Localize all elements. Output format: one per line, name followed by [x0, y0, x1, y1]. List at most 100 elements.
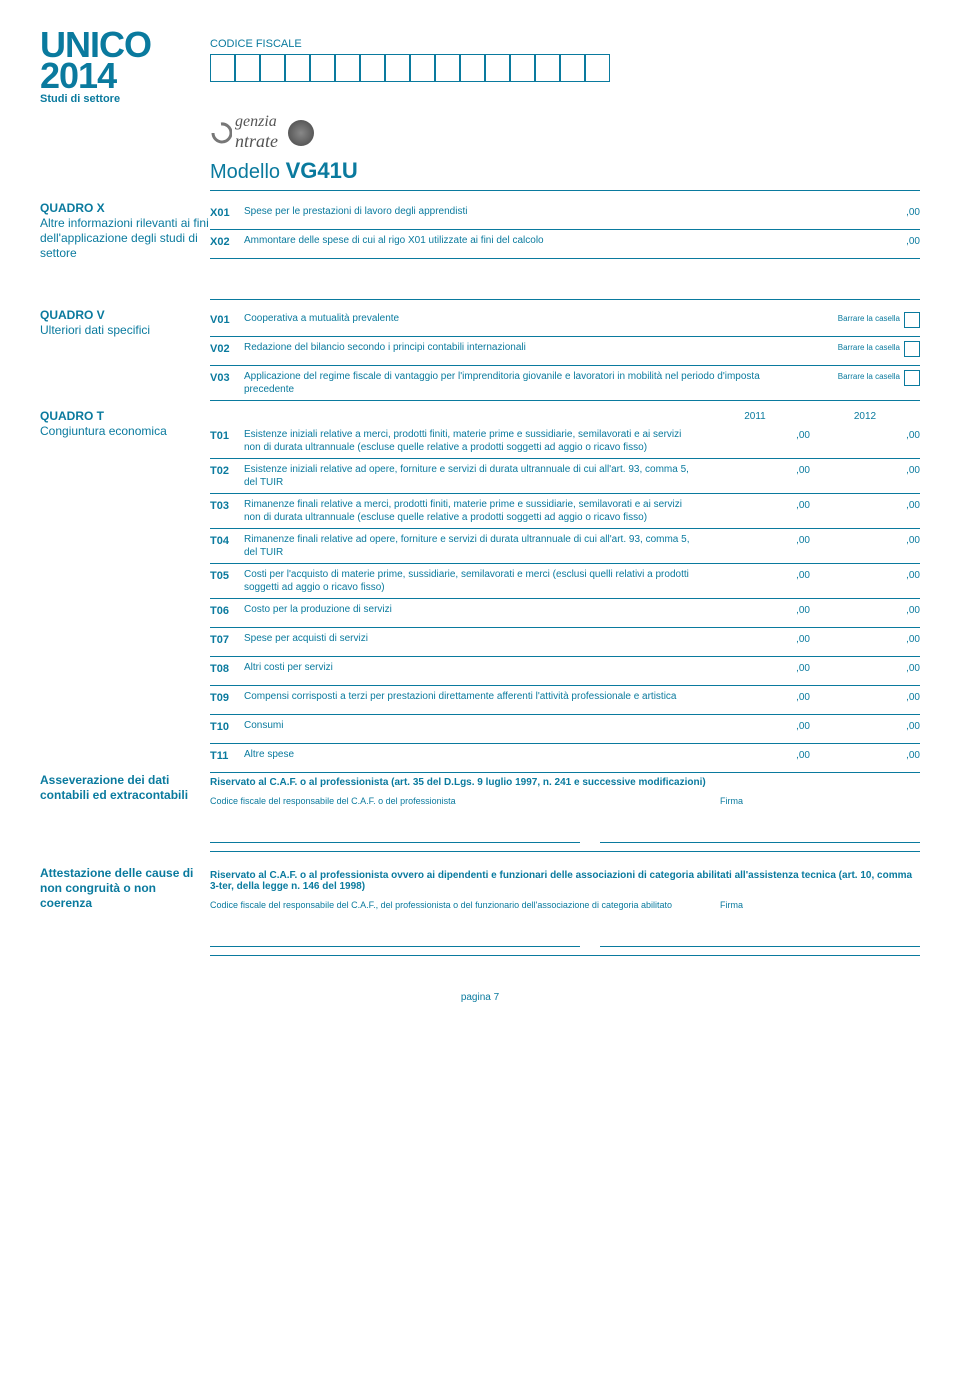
riservato-text: Riservato al C.A.F. o al professionista … [210, 866, 920, 896]
row-value-2011[interactable]: ,00 [700, 428, 810, 441]
row-value-2011[interactable]: ,00 [700, 533, 810, 546]
quadro-t: QUADRO T Congiuntura economica 2011 2012… [40, 409, 920, 773]
row-t10: T10Consumi,00,00 [210, 715, 920, 744]
asseverazione: Asseverazione dei dati contabili ed extr… [40, 773, 920, 858]
cf-box[interactable] [485, 54, 510, 82]
cf-box[interactable] [310, 54, 335, 82]
cf-box[interactable] [235, 54, 260, 82]
codice-firma-row: Codice fiscale del responsabile del C.A.… [210, 792, 920, 810]
row-value[interactable]: ,00 [810, 205, 920, 218]
row-t03: T03Rimanenze finali relative a merci, pr… [210, 494, 920, 529]
row-value-2012[interactable]: ,00 [810, 603, 920, 616]
firma-input[interactable] [600, 812, 920, 843]
cf-box[interactable] [535, 54, 560, 82]
riservato-text: Riservato al C.A.F. o al professionista … [210, 773, 920, 792]
brand-block: UNICO 2014 Studi di settore [40, 30, 210, 105]
cf-box[interactable] [510, 54, 535, 82]
row-value-2011[interactable]: ,00 [700, 498, 810, 511]
row-code: T04 [210, 533, 244, 547]
cf-box[interactable] [260, 54, 285, 82]
firma-input[interactable] [600, 916, 920, 947]
row-t04: T04Rimanenze finali relative ad opere, f… [210, 529, 920, 564]
input-row [210, 914, 920, 949]
firma-label: Firma [720, 794, 920, 808]
cf-box[interactable] [335, 54, 360, 82]
cf-box[interactable] [210, 54, 235, 82]
spacer [210, 259, 920, 300]
row-t02: T02Esistenze iniziali relative ad opere,… [210, 459, 920, 494]
row-value-2011[interactable]: ,00 [700, 463, 810, 476]
row-code: T03 [210, 498, 244, 512]
row-desc: Redazione del bilancio secondo i princip… [244, 341, 790, 354]
codice-input[interactable] [210, 916, 580, 947]
row-desc: Rimanenze finali relative a merci, prodo… [244, 498, 700, 524]
row-value-2012[interactable]: ,00 [810, 428, 920, 441]
cf-box[interactable] [560, 54, 585, 82]
row-code: V01 [210, 312, 244, 326]
modello-row: Modello VG41U [210, 158, 920, 191]
cf-box[interactable] [585, 54, 610, 82]
checkbox-v02[interactable] [904, 341, 920, 357]
cf-box[interactable] [285, 54, 310, 82]
row-desc: Altre spese [244, 748, 700, 761]
row-value-2011[interactable]: ,00 [700, 690, 810, 703]
agenzia-row: genziantrate [210, 113, 920, 152]
cf-label: CODICE FISCALE [210, 38, 920, 50]
row-x01: X01 Spese per le prestazioni di lavoro d… [210, 201, 920, 230]
asseverazione-label: Asseverazione dei dati contabili ed extr… [40, 773, 210, 858]
row-code: T09 [210, 690, 244, 704]
row-value-2011[interactable]: ,00 [700, 661, 810, 674]
row-desc: Ammontare delle spese di cui al rigo X01… [244, 234, 810, 247]
row-code: T10 [210, 719, 244, 733]
row-t06: T06Costo per la produzione di servizi,00… [210, 599, 920, 628]
row-value-2012[interactable]: ,00 [810, 568, 920, 581]
row-value-2012[interactable]: ,00 [810, 690, 920, 703]
checkbox-v01[interactable] [904, 312, 920, 328]
quadro-t-label: QUADRO T Congiuntura economica [40, 409, 210, 773]
row-value-2011[interactable]: ,00 [700, 603, 810, 616]
cf-box[interactable] [410, 54, 435, 82]
row-desc: Compensi corrisposti a terzi per prestaz… [244, 690, 700, 703]
row-value-2012[interactable]: ,00 [810, 498, 920, 511]
attestazione-content: Riservato al C.A.F. o al professionista … [210, 866, 920, 962]
row-code: T06 [210, 603, 244, 617]
codice-input[interactable] [210, 812, 580, 843]
row-x02: X02 Ammontare delle spese di cui al rigo… [210, 230, 920, 259]
modello-code: VG41U [286, 158, 358, 183]
row-value-2012[interactable]: ,00 [810, 463, 920, 476]
row-desc: Consumi [244, 719, 700, 732]
row-value-2012[interactable]: ,00 [810, 533, 920, 546]
cf-box[interactable] [360, 54, 385, 82]
row-value[interactable]: ,00 [810, 234, 920, 247]
barrare-label: Barrare la casella [790, 341, 900, 352]
swirl-icon [210, 122, 232, 144]
row-value-2011[interactable]: ,00 [700, 748, 810, 761]
barrare-label: Barrare la casella [790, 312, 900, 323]
row-code: T01 [210, 428, 244, 442]
row-value-2012[interactable]: ,00 [810, 632, 920, 645]
row-desc: Rimanenze finali relative ad opere, forn… [244, 533, 700, 559]
asseverazione-content: Riservato al C.A.F. o al professionista … [210, 773, 920, 858]
row-value-2012[interactable]: ,00 [810, 748, 920, 761]
row-value-2012[interactable]: ,00 [810, 719, 920, 732]
row-value-2012[interactable]: ,00 [810, 661, 920, 674]
page-number: pagina 7 [40, 992, 920, 1003]
firma-label: Firma [720, 898, 920, 912]
studi-label: Studi di settore [40, 93, 210, 105]
cf-box[interactable] [460, 54, 485, 82]
codice-firma-row: Codice fiscale del responsabile del C.A.… [210, 896, 920, 914]
row-code: X01 [210, 205, 244, 219]
cf-box[interactable] [435, 54, 460, 82]
row-desc: Esistenze iniziali relative a merci, pro… [244, 428, 700, 454]
row-code: T02 [210, 463, 244, 477]
row-value-2011[interactable]: ,00 [700, 632, 810, 645]
row-t09: T09Compensi corrisposti a terzi per pres… [210, 686, 920, 715]
row-desc: Spese per acquisti di servizi [244, 632, 700, 645]
row-value-2011[interactable]: ,00 [700, 719, 810, 732]
row-value-2011[interactable]: ,00 [700, 568, 810, 581]
spacer [210, 949, 920, 956]
cf-box[interactable] [385, 54, 410, 82]
agenzia-logo: genziantrate [210, 113, 278, 152]
row-code: V02 [210, 341, 244, 355]
checkbox-v03[interactable] [904, 370, 920, 386]
